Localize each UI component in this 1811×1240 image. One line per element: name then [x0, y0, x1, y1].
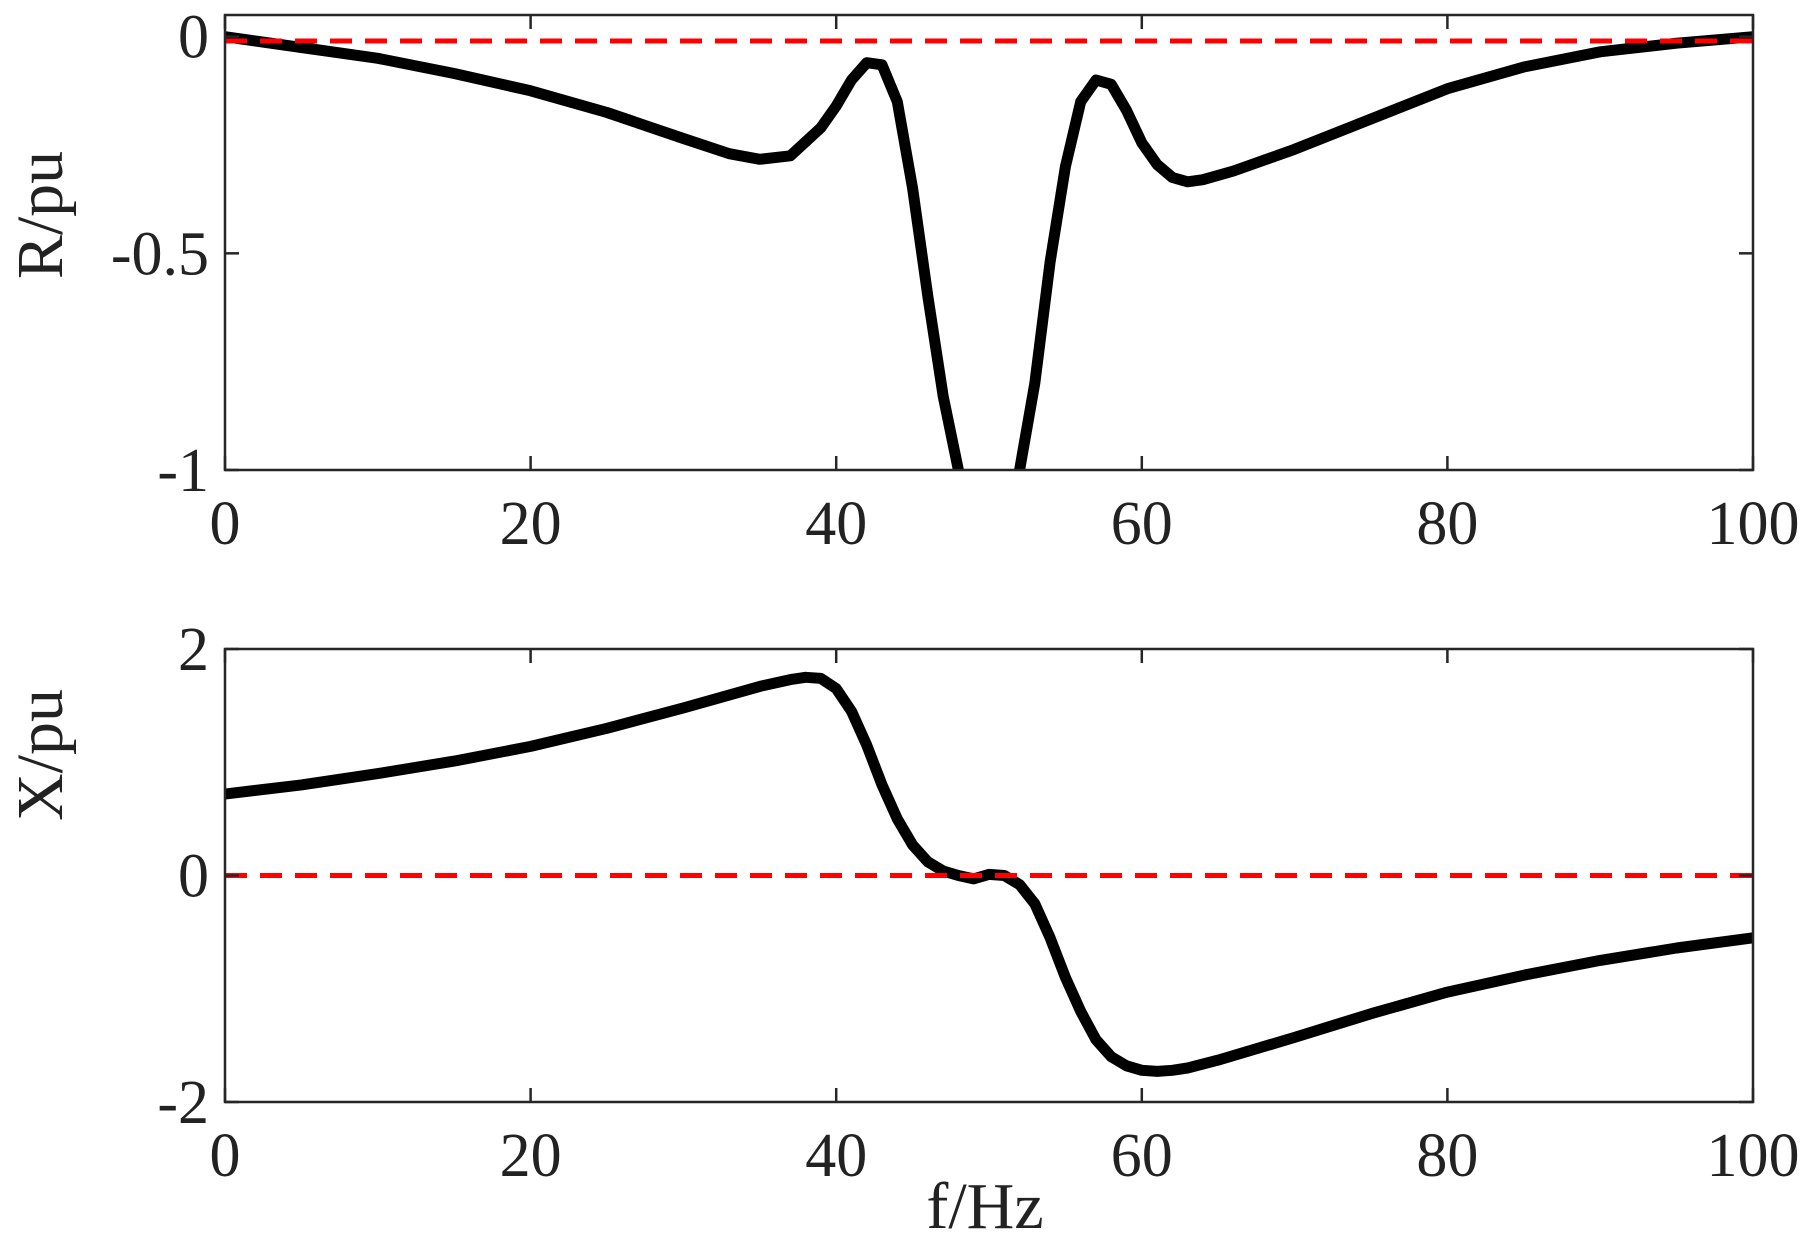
plot-frame-resistance	[223, 13, 1755, 472]
y-tick-label: 0	[178, 4, 209, 72]
x-tick-label: 60	[1111, 490, 1173, 558]
y-axis-title-reactance: X/pu	[4, 689, 77, 821]
x-tick-label: 80	[1416, 1122, 1478, 1190]
plot-area	[225, 671, 1753, 1077]
data-series-line-resistance-1	[1014, 31, 1753, 470]
y-tick-label: -0.5	[111, 220, 209, 288]
x-tick-label: 80	[1416, 490, 1478, 558]
x-axis-title-frequency: f/Hz	[926, 1170, 1043, 1240]
x-tick-label: 40	[805, 490, 867, 558]
y-tick-label: -2	[157, 1069, 209, 1137]
y-axis-title-resistance: R/pu	[4, 151, 77, 279]
x-tick-label: 40	[805, 1122, 867, 1190]
x-tick-label: 20	[500, 1122, 562, 1190]
x-tick-label: 0	[210, 490, 241, 558]
x-tick-label: 100	[1707, 1122, 1800, 1190]
x-tick-label: 0	[210, 1122, 241, 1190]
y-tick-label: 2	[178, 616, 209, 684]
data-series-line-resistance-0	[225, 31, 964, 470]
plot-area	[225, 31, 1753, 470]
x-tick-label: 20	[500, 490, 562, 558]
x-tick-label: 100	[1707, 490, 1800, 558]
y-tick-label: -1	[157, 437, 209, 505]
x-tick-label: 60	[1111, 1122, 1173, 1190]
y-tick-label: 0	[178, 843, 209, 911]
resistance-chart-panel: R/pu 0 20 40 60 80 100 0 -0.5 -1	[4, 4, 1800, 558]
data-series-line-reactance-0	[225, 671, 1753, 1077]
